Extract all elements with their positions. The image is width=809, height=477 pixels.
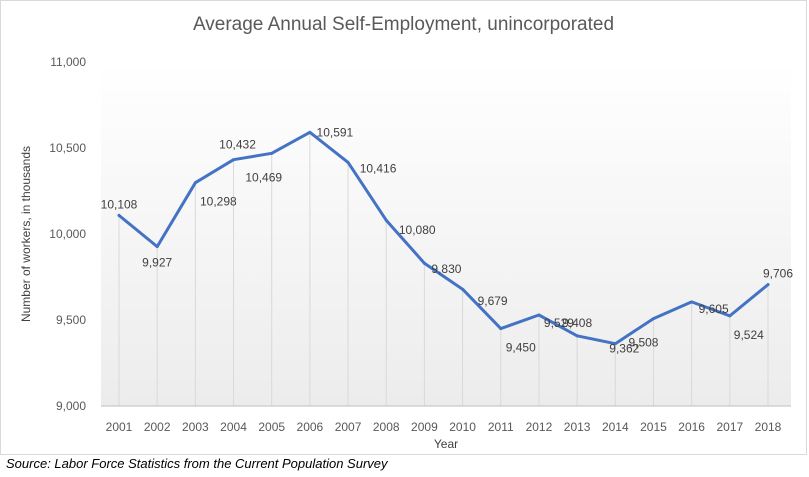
data-point [537,313,541,317]
x-tick-label: 2017 [716,420,743,434]
x-tick-label: 2018 [755,420,782,434]
y-tick-label: 10,000 [49,227,86,241]
data-label: 10,108 [101,197,138,211]
data-point [384,218,388,222]
data-point [499,327,503,331]
x-tick-label: 2013 [564,420,591,434]
data-point [193,181,197,185]
data-point [346,160,350,164]
x-tick-label: 2014 [602,420,629,434]
x-tick-label: 2002 [144,420,171,434]
data-label: 9,830 [431,262,461,276]
x-tick-label: 2006 [297,420,324,434]
data-point [728,314,732,318]
data-label: 9,706 [763,267,793,281]
y-axis: 9,000 9,500 10,000 10,500 11,000 [49,55,86,413]
x-tick-label: 2010 [449,420,476,434]
x-tick-label: 2007 [335,420,362,434]
data-label: 10,080 [399,223,436,237]
data-point [651,317,655,321]
y-tick-label: 9,500 [56,313,86,327]
chart-title: Average Annual Self-Employment, unincorp… [192,14,615,35]
series-line-group [117,130,770,346]
data-label: 10,416 [360,161,397,175]
drop-lines [118,132,769,406]
data-point [461,287,465,291]
x-tick-label: 2009 [411,420,438,434]
data-point [155,245,159,249]
data-label: 9,524 [734,328,764,342]
data-point [117,213,121,217]
data-label: 9,508 [628,336,658,350]
x-axis: 2001 2002 2003 2004 2005 2006 2007 2008 2009 2010… [106,420,782,434]
data-point [232,158,236,162]
x-tick-label: 2012 [526,420,553,434]
x-tick-label: 2003 [182,420,209,434]
x-axis-title: Year [434,437,458,451]
series-line [117,130,770,346]
x-tick-label: 2005 [258,420,285,434]
y-tick-label: 11,000 [50,55,86,69]
data-label: 9,450 [506,341,536,355]
data-label: 9,927 [142,256,172,270]
x-tick-label: 2016 [678,420,705,434]
x-tick-label: 2011 [488,420,514,434]
data-label: 10,591 [317,125,354,139]
data-label: 9,679 [478,294,508,308]
y-tick-label: 9,000 [56,399,86,413]
x-tick-label: 2004 [220,420,247,434]
data-labels: 10,108 9,927 10,298 10,432 10,469 10,591 10,41… [101,125,794,355]
data-label: 9,605 [699,302,729,316]
data-point [690,300,694,304]
data-label: 9,362 [609,342,639,356]
source-note: Source: Labor Force Statistics from the … [6,456,388,471]
data-point [422,261,426,265]
data-point [766,283,770,287]
data-label: 10,469 [245,170,282,184]
data-point [270,151,274,155]
x-tick-label: 2008 [373,420,400,434]
x-tick-label: 2015 [640,420,667,434]
y-axis-title: Number of workers, in thousands [19,146,33,322]
data-label: 9,529 [544,316,574,330]
data-point [308,130,312,134]
y-tick-label: 10,500 [49,141,86,155]
plot-area [101,62,791,406]
data-label: 10,432 [219,138,256,152]
data-point [575,334,579,338]
x-tick-label: 2001 [106,420,133,434]
data-label: 10,298 [200,195,237,209]
data-label: 9,408 [562,316,592,330]
data-point [613,342,617,346]
